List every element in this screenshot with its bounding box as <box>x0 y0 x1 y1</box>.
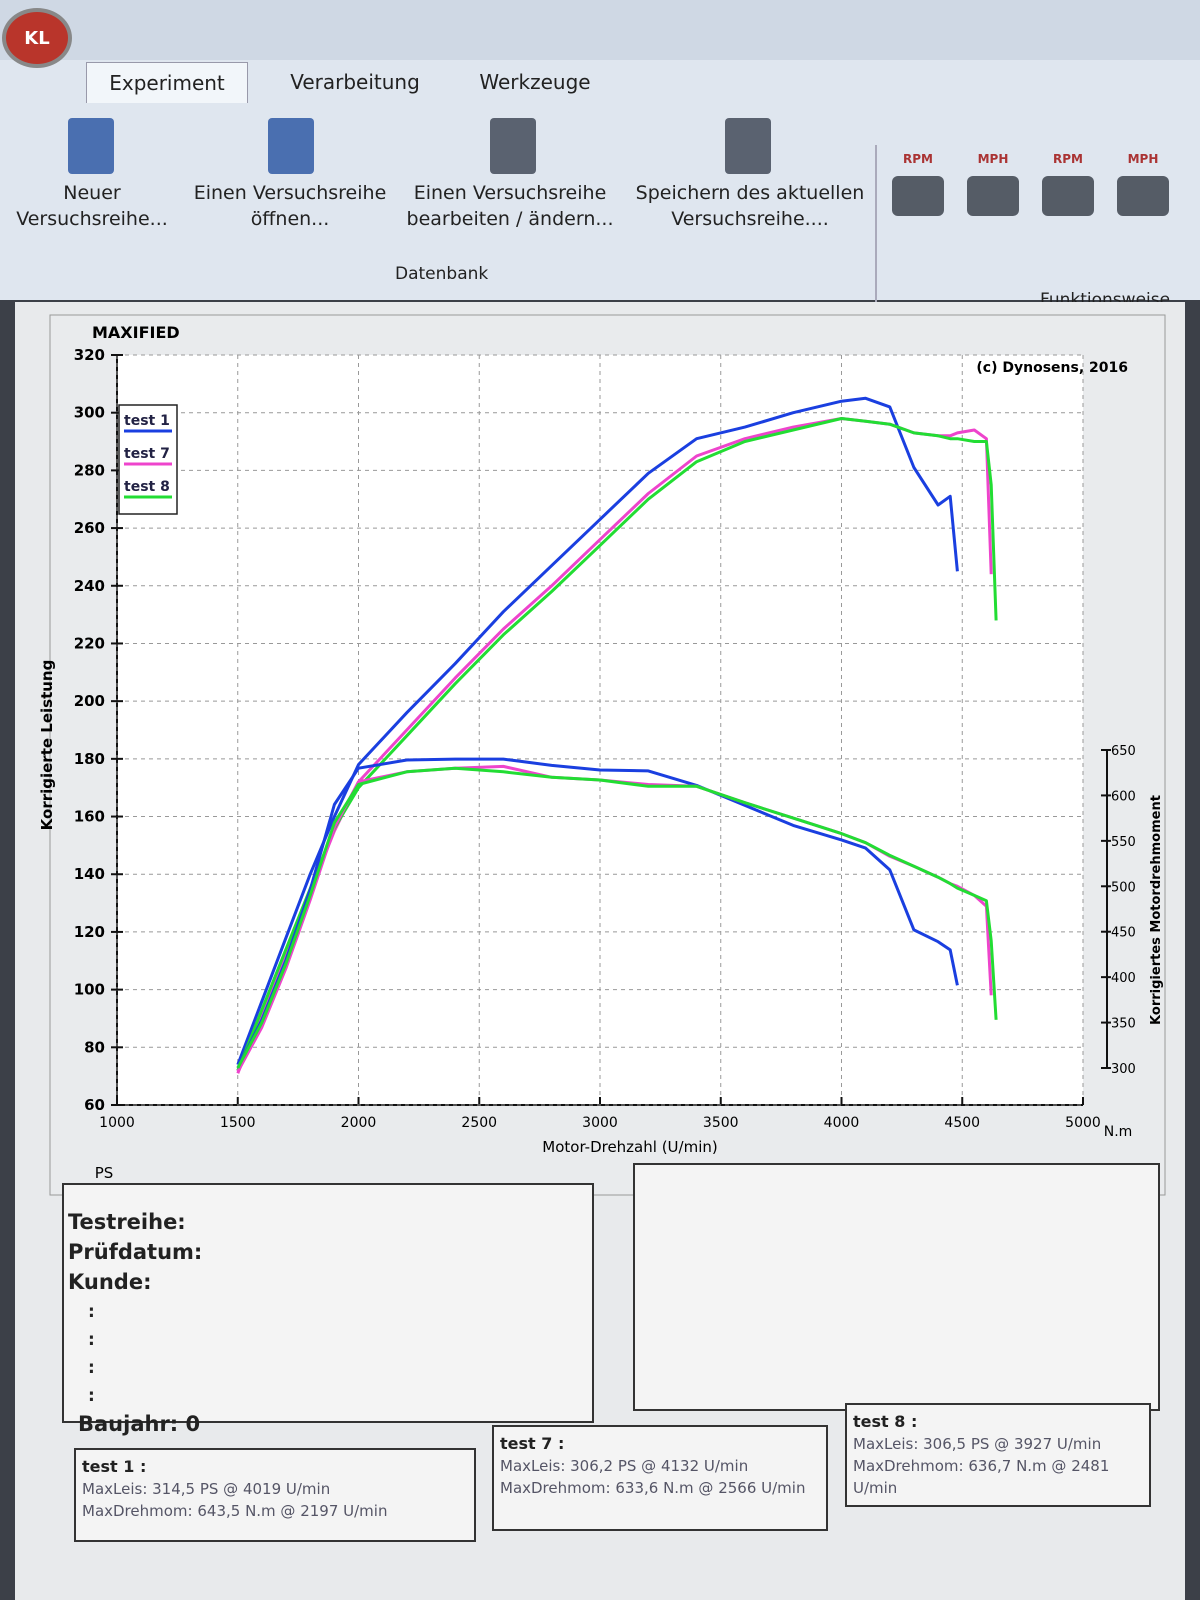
x-tick-label: 2000 <box>341 1115 377 1131</box>
field-label: Kunde: <box>68 1270 152 1294</box>
result-power: MaxLeis: 306,5 PS @ 3927 U/min <box>853 1435 1102 1453</box>
mode-label: RPM <box>1053 152 1083 166</box>
y-axis-label: Korrigierte Leistung <box>38 660 56 831</box>
series-line <box>236 757 959 1069</box>
ribbon-button[interactable]: Einen Versuchsreihe bearbeiten / ändern.… <box>406 182 614 230</box>
x-tick-label: 4000 <box>824 1115 860 1131</box>
mode-label: RPM <box>903 152 933 166</box>
app-logo[interactable]: KL <box>2 8 72 68</box>
x-tick-label: 3000 <box>582 1115 618 1131</box>
result-box: test 1 : MaxLeis: 314,5 PS @ 4019 U/min … <box>74 1448 476 1542</box>
result-torque: MaxDrehmom: 643,5 N.m @ 2197 U/min <box>82 1502 388 1520</box>
field-label: Prüfdatum: <box>68 1240 203 1264</box>
y-tick-label: 260 <box>74 519 105 537</box>
result-title: test 8 : <box>853 1412 918 1431</box>
x-tick-label: 1000 <box>99 1115 135 1131</box>
mode-button[interactable] <box>892 176 944 216</box>
x-tick-label: 4500 <box>944 1115 980 1131</box>
y-tick-label: 200 <box>74 692 105 710</box>
legend-label: test 7 <box>124 446 170 462</box>
mode-label: MPH <box>1127 152 1159 166</box>
tab[interactable]: Werkzeuge <box>479 70 591 94</box>
y-tick-label: 120 <box>74 923 105 941</box>
field-label: : <box>88 1358 95 1378</box>
y2-tick-label: 300 <box>1111 1062 1136 1077</box>
result-torque: MaxDrehmom: 636,7 N.m @ 2481 U/min <box>853 1457 1110 1497</box>
y2-tick-label: 500 <box>1111 880 1136 895</box>
result-title: test 1 : <box>82 1457 147 1476</box>
series-line <box>236 766 998 1069</box>
y2-tick-label: 450 <box>1111 926 1136 941</box>
y-tick-label: 140 <box>74 865 105 883</box>
title-bar <box>0 0 1200 60</box>
x-tick-label: 3500 <box>703 1115 739 1131</box>
chart-title: MAXIFIED <box>92 323 180 342</box>
y-tick-label: 180 <box>74 750 105 768</box>
y-tick-label: 100 <box>74 981 105 999</box>
field-label: : <box>88 1302 95 1322</box>
info-box <box>62 1183 594 1423</box>
y-tick-label: 240 <box>74 577 105 595</box>
y-tick-label: 160 <box>74 808 105 826</box>
button-icon <box>490 118 536 174</box>
tab[interactable]: Verarbeitung <box>290 70 420 94</box>
ribbon-button[interactable]: Speichern des aktuellen Versuchsreihe...… <box>635 182 865 230</box>
y-tick-label: 220 <box>74 634 105 652</box>
separator <box>875 145 877 305</box>
field-label: : <box>88 1386 95 1406</box>
y2-tick-label: 650 <box>1111 744 1136 759</box>
y2-tick-label: 400 <box>1111 971 1136 986</box>
result-box: test 8 : MaxLeis: 306,5 PS @ 3927 U/min … <box>845 1403 1151 1507</box>
info-box <box>633 1163 1160 1411</box>
result-power: MaxLeis: 306,2 PS @ 4132 U/min <box>500 1457 749 1475</box>
y2-unit: N.m <box>1104 1124 1133 1140</box>
x-tick-label: 2500 <box>461 1115 497 1131</box>
y2-tick-label: 550 <box>1111 835 1136 850</box>
button-icon <box>725 118 771 174</box>
y-tick-label: 60 <box>84 1096 105 1114</box>
button-icon <box>68 118 114 174</box>
mode-button[interactable] <box>1042 176 1094 216</box>
ribbon: KL Experiment Verarbeitung Werkzeuge Neu… <box>0 0 1200 310</box>
result-title: test 7 : <box>500 1434 565 1453</box>
y-tick-label: 80 <box>84 1038 105 1056</box>
ribbon-button[interactable]: Neuer Versuchsreihe... <box>16 182 168 230</box>
legend-label: test 1 <box>124 413 170 429</box>
result-torque: MaxDrehmom: 633,6 N.m @ 2566 U/min <box>500 1479 806 1497</box>
mode-button[interactable] <box>1117 176 1169 216</box>
tab[interactable]: Experiment <box>86 62 248 103</box>
group-label: Datenbank <box>395 264 489 284</box>
button-icon <box>268 118 314 174</box>
result-power: MaxLeis: 314,5 PS @ 4019 U/min <box>82 1480 331 1498</box>
mode-label: MPH <box>977 152 1009 166</box>
y2-axis-label: Korrigiertes Motordrehmoment <box>1149 795 1164 1025</box>
legend-label: test 8 <box>124 479 170 495</box>
x-tick-label: 5000 <box>1065 1115 1101 1131</box>
field-label: Baujahr: 0 <box>78 1412 201 1436</box>
result-box: test 7 : MaxLeis: 306,2 PS @ 4132 U/min … <box>492 1425 828 1531</box>
annotation: (c) Dynosens, 2016 <box>976 360 1128 376</box>
mode-button[interactable] <box>967 176 1019 216</box>
ribbon-button[interactable]: Einen Versuchsreihe öffnen... <box>193 182 387 230</box>
x-axis-label: Motor-Drehzahl (U/min) <box>542 1138 717 1156</box>
y-unit: PS <box>95 1164 114 1182</box>
y-tick-label: 300 <box>74 404 105 422</box>
y-tick-label: 280 <box>74 461 105 479</box>
y-tick-label: 320 <box>74 346 105 364</box>
field-label: : <box>88 1330 95 1350</box>
x-tick-label: 1500 <box>220 1115 256 1131</box>
field-label: Testreihe: <box>68 1210 186 1234</box>
y2-tick-label: 600 <box>1111 789 1136 804</box>
y2-tick-label: 350 <box>1111 1017 1136 1032</box>
